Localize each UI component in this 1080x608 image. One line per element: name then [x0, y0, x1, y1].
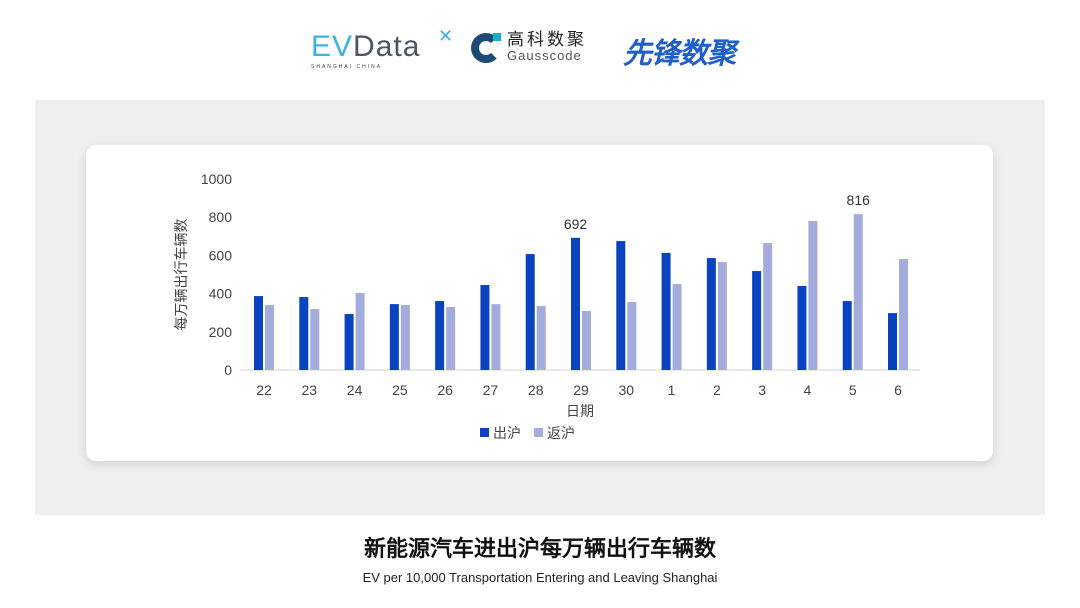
- evdata-logo-data: Data: [353, 30, 421, 63]
- x-tick-label: 5: [849, 382, 857, 398]
- x-tick-label: 22: [256, 382, 272, 398]
- evdata-logo: EVData ✕ SHANGHAI CHINA: [311, 26, 453, 70]
- data-label: 692: [564, 216, 588, 232]
- y-axis-title: 每万辆出行车辆数: [173, 219, 189, 331]
- x-tick-label: 24: [347, 382, 363, 398]
- bar-return: [265, 305, 274, 370]
- legend-label: 出沪: [493, 425, 521, 441]
- evdata-tagline: SHANGHAI CHINA: [311, 64, 383, 70]
- page-title: 新能源汽车进出沪每万辆出行车辆数: [0, 534, 1080, 564]
- bar-return: [808, 221, 818, 370]
- bar-return: [446, 306, 456, 370]
- x-tick-label: 26: [437, 382, 453, 398]
- legend-label: 返沪: [547, 425, 575, 441]
- evdata-logo-ev: EV: [311, 30, 354, 63]
- bar-outbound: [435, 301, 445, 370]
- x-tick-label: 2: [713, 382, 721, 398]
- y-tick-label: 0: [224, 362, 232, 378]
- bar-outbound: [752, 271, 762, 370]
- chart-card: 0 200 400 600 800 1000 22 23 24 25 26 27 28 29 30 1 2 3 4 5…: [86, 145, 993, 461]
- bar-outbound: [797, 285, 807, 370]
- x-tick-label: 27: [483, 382, 499, 398]
- legend-swatch: [534, 428, 543, 437]
- bar-outbound: [480, 285, 490, 370]
- gausscode-mark-icon: [471, 33, 501, 63]
- gausscode-cn: 高科数聚: [507, 30, 587, 49]
- y-tick-label: 400: [209, 286, 233, 302]
- x-mark-icon: ✕: [438, 26, 454, 46]
- x-tick-label: 1: [668, 382, 676, 398]
- bar-return: [899, 259, 908, 370]
- x-tick-label: 28: [528, 382, 544, 398]
- gausscode-en: Gausscode: [507, 48, 582, 63]
- page-subtitle: EV per 10,000 Transportation Entering an…: [362, 570, 718, 585]
- y-tick-label: 800: [209, 209, 233, 225]
- x-axis-title: 日期: [566, 403, 594, 419]
- bar-outbound: [706, 258, 716, 370]
- bar-outbound: [254, 296, 263, 370]
- bar-outbound: [661, 252, 671, 370]
- bar-outbound: [299, 297, 309, 370]
- bar-outbound: [389, 304, 399, 370]
- bar-return: [672, 284, 682, 370]
- bar-return: [582, 310, 591, 370]
- bar-return: [853, 214, 863, 370]
- x-tick-label: 25: [392, 382, 408, 398]
- bar-return: [400, 305, 410, 370]
- data-label: 816: [847, 192, 871, 208]
- y-tick-label: 1000: [201, 171, 232, 187]
- x-tick-label: 30: [618, 382, 634, 398]
- x-tick-label: 3: [758, 382, 766, 398]
- bar-outbound: [616, 241, 626, 370]
- bar-return: [355, 293, 365, 370]
- x-tick-label: 6: [894, 382, 902, 398]
- y-tick-label: 600: [209, 247, 233, 263]
- bar-return: [763, 242, 773, 370]
- xianfeng-logo: 先锋数聚: [623, 38, 736, 70]
- x-tick-label: 29: [573, 382, 589, 398]
- bar-return: [491, 304, 501, 370]
- bar-outbound: [842, 301, 852, 370]
- x-tick-label: 4: [804, 382, 812, 398]
- bar-return: [627, 302, 637, 370]
- bar-outbound: [571, 237, 580, 370]
- bar-return: [310, 309, 320, 370]
- bar-outbound: [888, 313, 897, 370]
- x-tick-label: 23: [301, 382, 317, 398]
- page-title-text: 新能源汽车进出沪每万辆出行车辆数: [363, 536, 716, 561]
- bar-return: [536, 306, 546, 370]
- bar-outbound: [344, 314, 354, 370]
- bar-return: [717, 262, 727, 370]
- bar-outbound: [525, 254, 535, 370]
- gausscode-logo: 高科数聚 Gausscode: [471, 30, 587, 64]
- logo-bar: EVData ✕ SHANGHAI CHINA 高科数聚 Gausscode 先…: [0, 24, 1080, 74]
- legend-swatch: [480, 428, 489, 437]
- y-tick-label: 200: [209, 324, 233, 340]
